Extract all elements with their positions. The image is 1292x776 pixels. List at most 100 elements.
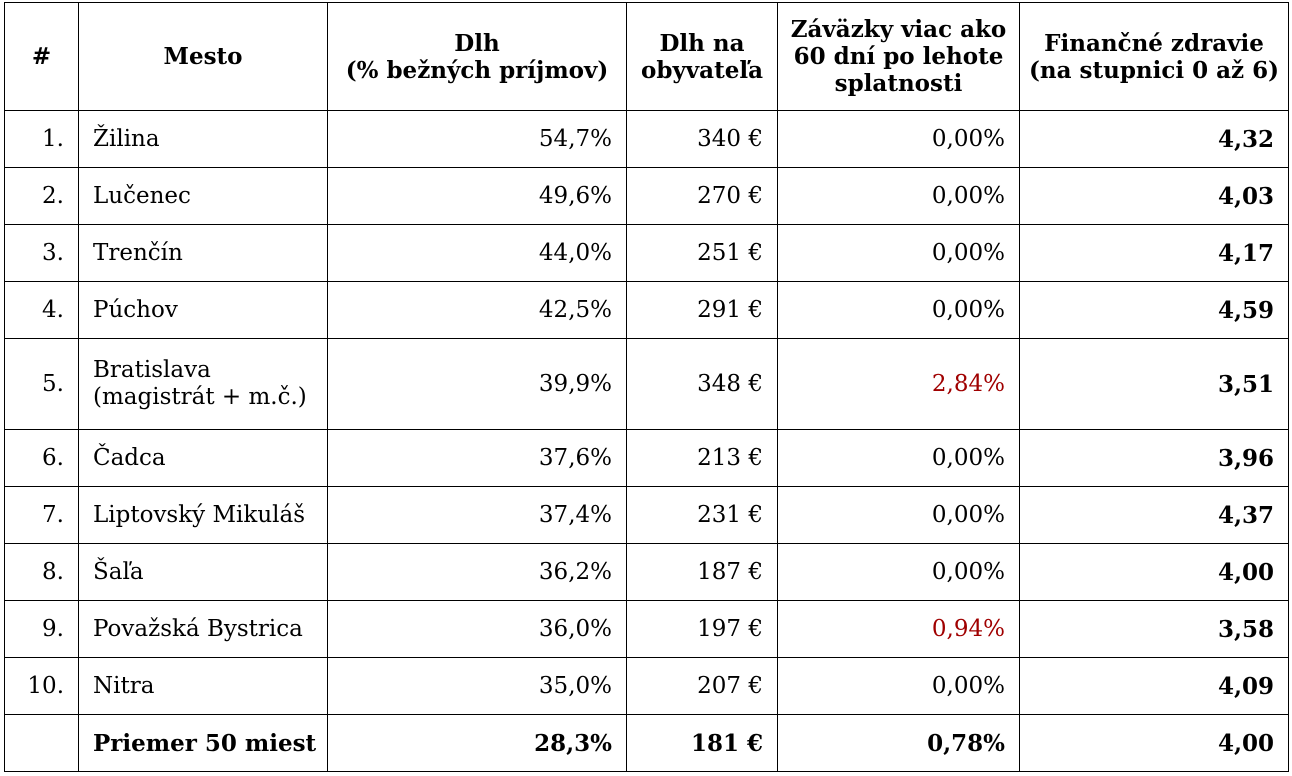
header-health-line2: (na stupnici 0 až 6)	[1029, 56, 1279, 84]
row-debt: 54,7%	[327, 110, 627, 168]
average-per-capita: 181 €	[626, 714, 778, 772]
row-health: 4,03	[1019, 167, 1289, 225]
row-per-capita: 187 €	[626, 543, 778, 601]
row-rank: 4.	[4, 281, 79, 339]
row-city-name: Čadca	[93, 444, 166, 471]
table-row: 9. Považská Bystrica 36,0% 197 €0,94% 3,58	[4, 600, 1289, 658]
row-health: 3,51	[1019, 338, 1289, 430]
row-city-name: Liptovský Mikuláš	[93, 501, 306, 528]
header-per-capita-line1: Dlh na	[659, 29, 745, 57]
table-row: 4. Púchov 42,5% 291 €0,00% 4,59	[4, 281, 1289, 339]
city-debt-table: # Mesto Dlh (% bežných príjmov) Dlh na o…	[4, 2, 1289, 772]
row-rank: 2.	[4, 167, 79, 225]
row-city: Púchov	[78, 281, 328, 339]
row-debt: 42,5%	[327, 281, 627, 339]
header-health: Finančné zdravie (na stupnici 0 až 6)	[1019, 2, 1289, 111]
row-rank: 6.	[4, 429, 79, 487]
row-health: 4,32	[1019, 110, 1289, 168]
row-per-capita: 207 €	[626, 657, 778, 715]
row-city: Trenčín	[78, 224, 328, 282]
row-per-capita: 270 €	[626, 167, 778, 225]
row-debt: 49,6%	[327, 167, 627, 225]
row-city: Nitra	[78, 657, 328, 715]
row-city: Čadca	[78, 429, 328, 487]
table-row: 7. Liptovský Mikuláš 37,4% 231 €0,00% 4,37	[4, 486, 1289, 544]
table-body: 1. Žilina 54,7% 340 €0,00% 4,32 2. Lučenec 49,6…	[4, 110, 1289, 772]
average-label: Priemer 50 miest	[78, 714, 328, 772]
header-per-capita-line2: obyvateľa	[641, 56, 763, 84]
row-overdue: 0,00%	[777, 224, 1020, 282]
row-debt: 36,2%	[327, 543, 627, 601]
row-per-capita: 251 €	[626, 224, 778, 282]
header-debt-line1: Dlh	[454, 29, 500, 57]
row-city-note: (magistrát + m.č.)	[93, 384, 307, 410]
row-health: 4,17	[1019, 224, 1289, 282]
row-city: Liptovský Mikuláš	[78, 486, 328, 544]
row-rank: 5.	[4, 338, 79, 430]
average-row: Priemer 50 miest 28,3% 181 € 0,78% 4,00	[4, 714, 1289, 772]
row-per-capita: 291 €	[626, 281, 778, 339]
row-city: Bratislava (magistrát + m.č.)	[78, 338, 328, 430]
row-city: Považská Bystrica	[78, 600, 328, 658]
table-row: 2. Lučenec 49,6% 270 €0,00% 4,03	[4, 167, 1289, 225]
average-overdue: 0,78%	[777, 714, 1020, 772]
row-health: 3,58	[1019, 600, 1289, 658]
header-health-line1: Finančné zdravie	[1044, 29, 1264, 57]
row-per-capita: 340 €	[626, 110, 778, 168]
row-overdue: 0,00%	[777, 167, 1020, 225]
row-city-name: Považská Bystrica	[93, 615, 303, 642]
row-health: 4,37	[1019, 486, 1289, 544]
row-health: 4,59	[1019, 281, 1289, 339]
row-health: 4,00	[1019, 543, 1289, 601]
row-rank: 7.	[4, 486, 79, 544]
header-overdue: Záväzky viac ako 60 dní po lehote splatn…	[777, 2, 1020, 111]
average-rank	[4, 714, 79, 772]
header-row: # Mesto Dlh (% bežných príjmov) Dlh na o…	[4, 2, 1289, 111]
row-per-capita: 213 €	[626, 429, 778, 487]
row-debt: 39,9%	[327, 338, 627, 430]
table-row: 8. Šaľa 36,2% 187 €0,00% 4,00	[4, 543, 1289, 601]
table-row: 6. Čadca 37,6% 213 €0,00% 3,96	[4, 429, 1289, 487]
row-debt: 44,0%	[327, 224, 627, 282]
row-overdue: 0,00%	[777, 657, 1020, 715]
row-city-name: Nitra	[93, 672, 155, 699]
row-city: Lučenec	[78, 167, 328, 225]
row-rank: 9.	[4, 600, 79, 658]
row-city-name: Lučenec	[93, 182, 191, 209]
row-debt: 36,0%	[327, 600, 627, 658]
row-city-name: Žilina	[93, 125, 160, 152]
row-debt: 35,0%	[327, 657, 627, 715]
table-row: 10. Nitra 35,0% 207 €0,00% 4,09	[4, 657, 1289, 715]
average-health: 4,00	[1019, 714, 1289, 772]
row-per-capita: 348 €	[626, 338, 778, 430]
row-debt: 37,6%	[327, 429, 627, 487]
table-row: 1. Žilina 54,7% 340 €0,00% 4,32	[4, 110, 1289, 168]
row-rank: 3.	[4, 224, 79, 282]
row-overdue: 0,00%	[777, 429, 1020, 487]
row-overdue: 0,00%	[777, 486, 1020, 544]
row-city-name: Púchov	[93, 296, 178, 323]
row-city-name: Šaľa	[93, 558, 144, 585]
row-per-capita: 231 €	[626, 486, 778, 544]
row-overdue: 0,00%	[777, 110, 1020, 168]
header-overdue-line2: 60 dní po lehote	[793, 43, 1004, 70]
table-row: 5. Bratislava (magistrát + m.č.) 39,9% 348 €…	[4, 338, 1289, 430]
row-overdue: 0,00%	[777, 543, 1020, 601]
row-rank: 8.	[4, 543, 79, 601]
row-city-name: Bratislava	[93, 357, 211, 383]
row-rank: 10.	[4, 657, 79, 715]
row-per-capita: 197 €	[626, 600, 778, 658]
header-city: Mesto	[78, 2, 328, 111]
row-city: Šaľa	[78, 543, 328, 601]
row-overdue: 0,00%	[777, 281, 1020, 339]
row-health: 4,09	[1019, 657, 1289, 715]
table-row: 3. Trenčín 44,0% 251 €0,00% 4,17	[4, 224, 1289, 282]
header-rank: #	[4, 2, 79, 111]
row-overdue: 0,94%	[777, 600, 1020, 658]
row-overdue: 2,84%	[777, 338, 1020, 430]
header-overdue-line1: Záväzky viac ako	[790, 16, 1007, 43]
row-rank: 1.	[4, 110, 79, 168]
header-per-capita: Dlh na obyvateľa	[626, 2, 778, 111]
row-city: Žilina	[78, 110, 328, 168]
header-debt: Dlh (% bežných príjmov)	[327, 2, 627, 111]
